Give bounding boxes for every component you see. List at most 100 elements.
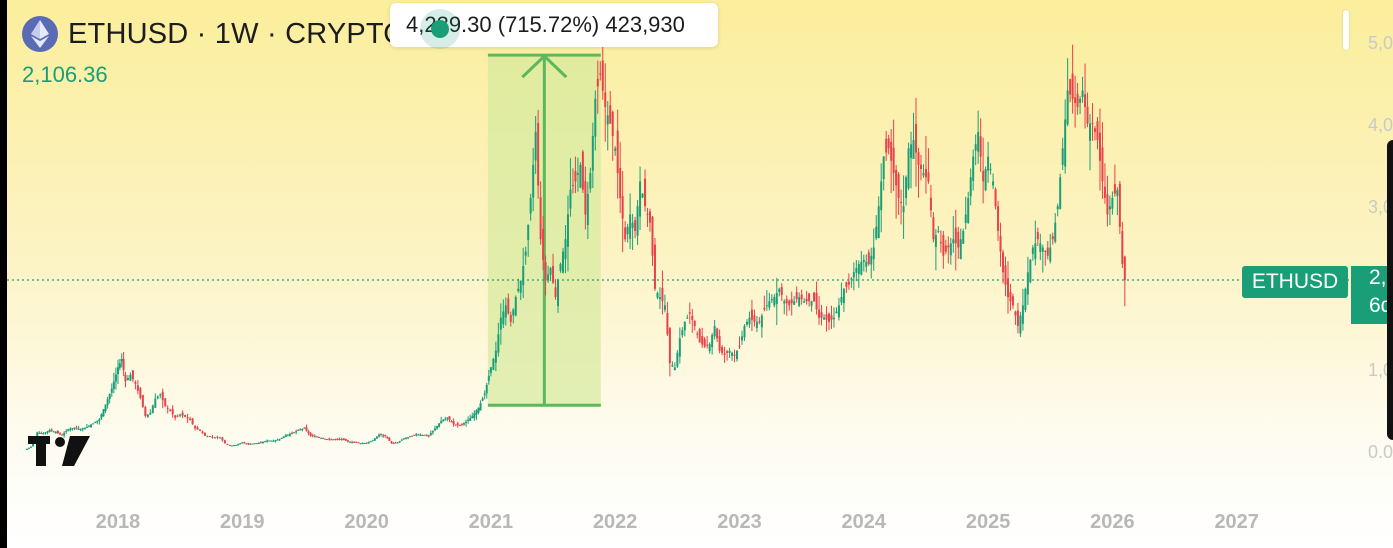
candle-body bbox=[1041, 247, 1044, 252]
measure-tooltip: 4,239.30 (715.72%) 423,930 bbox=[390, 3, 718, 49]
candle-body bbox=[332, 439, 335, 441]
candle-body bbox=[636, 206, 639, 236]
candle-body bbox=[611, 111, 614, 136]
y-tick-label: 5,0 bbox=[1368, 33, 1393, 53]
candle-body bbox=[706, 344, 709, 346]
candle-body bbox=[481, 398, 484, 401]
candle-body bbox=[208, 435, 211, 437]
candle-body bbox=[788, 300, 791, 306]
candle-body bbox=[1056, 206, 1059, 210]
candle-body bbox=[346, 440, 349, 442]
candle-body bbox=[673, 367, 676, 371]
candle-body bbox=[641, 193, 644, 198]
cursor-dot[interactable] bbox=[431, 20, 449, 38]
candle-body bbox=[407, 437, 410, 439]
candle-body bbox=[448, 416, 451, 420]
candle-body bbox=[216, 436, 219, 438]
candle-body bbox=[713, 325, 716, 337]
measure-arrow-head bbox=[521, 54, 568, 79]
candle-body bbox=[1004, 265, 1007, 285]
candle-body bbox=[179, 414, 182, 416]
candle-body bbox=[1081, 90, 1084, 98]
candle-body bbox=[1118, 183, 1121, 227]
candle-body bbox=[785, 299, 788, 304]
candle-body bbox=[1098, 132, 1101, 161]
scroll-handle[interactable] bbox=[1343, 10, 1349, 50]
candle-body bbox=[151, 405, 154, 414]
measure-tooltip-text: 4,239.30 (715.72%) 423,930 bbox=[406, 12, 685, 37]
candle-body bbox=[141, 395, 144, 407]
symbol-price-tag: ETHUSD bbox=[1242, 266, 1348, 298]
candle-body bbox=[90, 424, 93, 428]
candle-body bbox=[549, 268, 552, 275]
candle-body bbox=[574, 171, 577, 182]
candle-body bbox=[361, 443, 364, 445]
candle-body bbox=[326, 439, 329, 441]
candle-body bbox=[373, 438, 376, 441]
candle-body bbox=[882, 156, 885, 180]
candle-body bbox=[504, 305, 507, 318]
candle-body bbox=[691, 315, 694, 320]
candle-body bbox=[596, 78, 599, 87]
tradingview-logo[interactable] bbox=[28, 434, 90, 471]
symbol-title[interactable]: ETHUSD · 1W · CRYPTO bbox=[68, 17, 407, 50]
candle-body bbox=[344, 439, 347, 441]
candle-body bbox=[1121, 230, 1124, 265]
candle-body bbox=[367, 442, 370, 444]
candle-body bbox=[519, 280, 522, 293]
candle-body bbox=[71, 428, 74, 430]
candle-body bbox=[85, 426, 88, 428]
candle-body bbox=[1116, 189, 1119, 196]
candle-body bbox=[649, 211, 652, 223]
candle-body bbox=[609, 105, 612, 124]
candle-body bbox=[259, 442, 262, 444]
candle-body bbox=[915, 124, 918, 153]
candle-body bbox=[237, 444, 240, 446]
candle-body bbox=[233, 445, 236, 447]
candle-body bbox=[174, 415, 177, 418]
candle-body bbox=[1011, 296, 1014, 306]
x-tick-label: 2021 bbox=[468, 511, 514, 533]
candle-body bbox=[835, 311, 838, 314]
candle-body bbox=[924, 168, 927, 178]
candle-body bbox=[477, 407, 480, 413]
candle-body bbox=[1069, 79, 1072, 95]
candle-body bbox=[284, 435, 287, 437]
candle-body bbox=[892, 147, 895, 174]
symbol-header[interactable]: ETHUSD · 1W · CRYPTO bbox=[22, 16, 406, 52]
candle-body bbox=[94, 422, 97, 424]
candle-body bbox=[280, 437, 283, 439]
candle-body bbox=[1059, 177, 1062, 209]
candle-body bbox=[450, 421, 453, 423]
candle-body bbox=[589, 173, 592, 189]
candle-body bbox=[979, 136, 982, 157]
candle-body bbox=[974, 144, 977, 151]
side-panel-edge[interactable] bbox=[1387, 140, 1393, 440]
candle-body bbox=[922, 173, 925, 176]
candle-body bbox=[253, 443, 256, 445]
candle-body bbox=[591, 135, 594, 171]
candle-body bbox=[108, 393, 111, 400]
candle-body bbox=[75, 427, 78, 429]
candle-body bbox=[262, 442, 265, 444]
candle-body bbox=[733, 354, 736, 356]
candle-body bbox=[268, 440, 271, 442]
y-tick-label: 4,0 bbox=[1368, 115, 1393, 135]
candle-body bbox=[122, 358, 125, 371]
candle-body bbox=[566, 214, 569, 247]
candle-body bbox=[139, 388, 142, 398]
candle-body bbox=[487, 376, 490, 381]
candle-body bbox=[297, 429, 300, 431]
candle-body bbox=[255, 443, 258, 445]
candle-body bbox=[644, 178, 647, 207]
candle-body bbox=[69, 428, 72, 431]
candle-body bbox=[1054, 222, 1057, 242]
candle-body bbox=[795, 292, 798, 300]
candle-body bbox=[522, 266, 525, 286]
candle-body bbox=[272, 440, 275, 442]
measure-tool[interactable] bbox=[487, 53, 601, 407]
candle-body bbox=[1061, 148, 1064, 165]
candle-body bbox=[42, 433, 45, 435]
